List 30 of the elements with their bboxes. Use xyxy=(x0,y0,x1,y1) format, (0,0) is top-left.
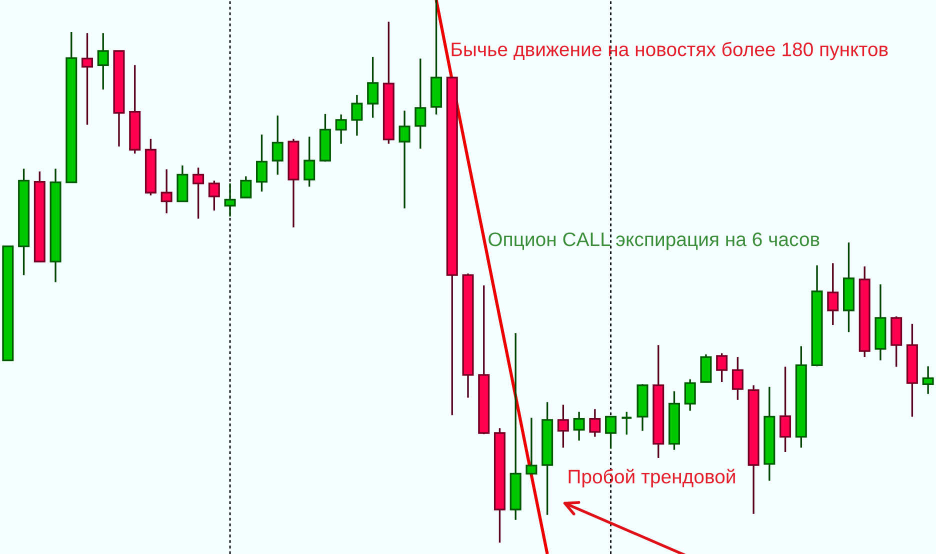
candlestick xyxy=(922,365,934,395)
candlestick xyxy=(351,94,363,136)
annotation: Бычье движение на новостях более 180 пунктов xyxy=(452,42,888,60)
candlestick xyxy=(304,136,316,188)
candlestick xyxy=(272,114,284,176)
candlestick xyxy=(398,110,410,210)
candlestick xyxy=(526,416,538,475)
candlestick xyxy=(780,366,792,453)
candlestick xyxy=(367,56,379,119)
candlestick xyxy=(224,182,236,218)
annotation: Опцион CALL экспирация на 6 часов xyxy=(488,232,820,250)
candlestick xyxy=(97,32,109,90)
candlestick xyxy=(414,58,426,150)
candlestick xyxy=(605,416,617,450)
candlestick xyxy=(716,352,728,383)
candlestick xyxy=(160,168,172,214)
candlestick xyxy=(620,411,633,436)
candlestick xyxy=(732,356,744,401)
candlestick xyxy=(573,411,585,442)
candlestick xyxy=(335,114,347,145)
candlestick xyxy=(192,166,204,220)
candlestick xyxy=(557,404,569,448)
candlestick xyxy=(589,408,601,438)
candlestick xyxy=(208,180,220,212)
candlestick xyxy=(256,134,268,192)
annotation: Пробой трендовой xyxy=(568,468,735,488)
candlestick xyxy=(827,262,839,326)
candlestick xyxy=(240,176,252,198)
candlestick xyxy=(82,32,94,126)
candlestick xyxy=(684,378,696,412)
